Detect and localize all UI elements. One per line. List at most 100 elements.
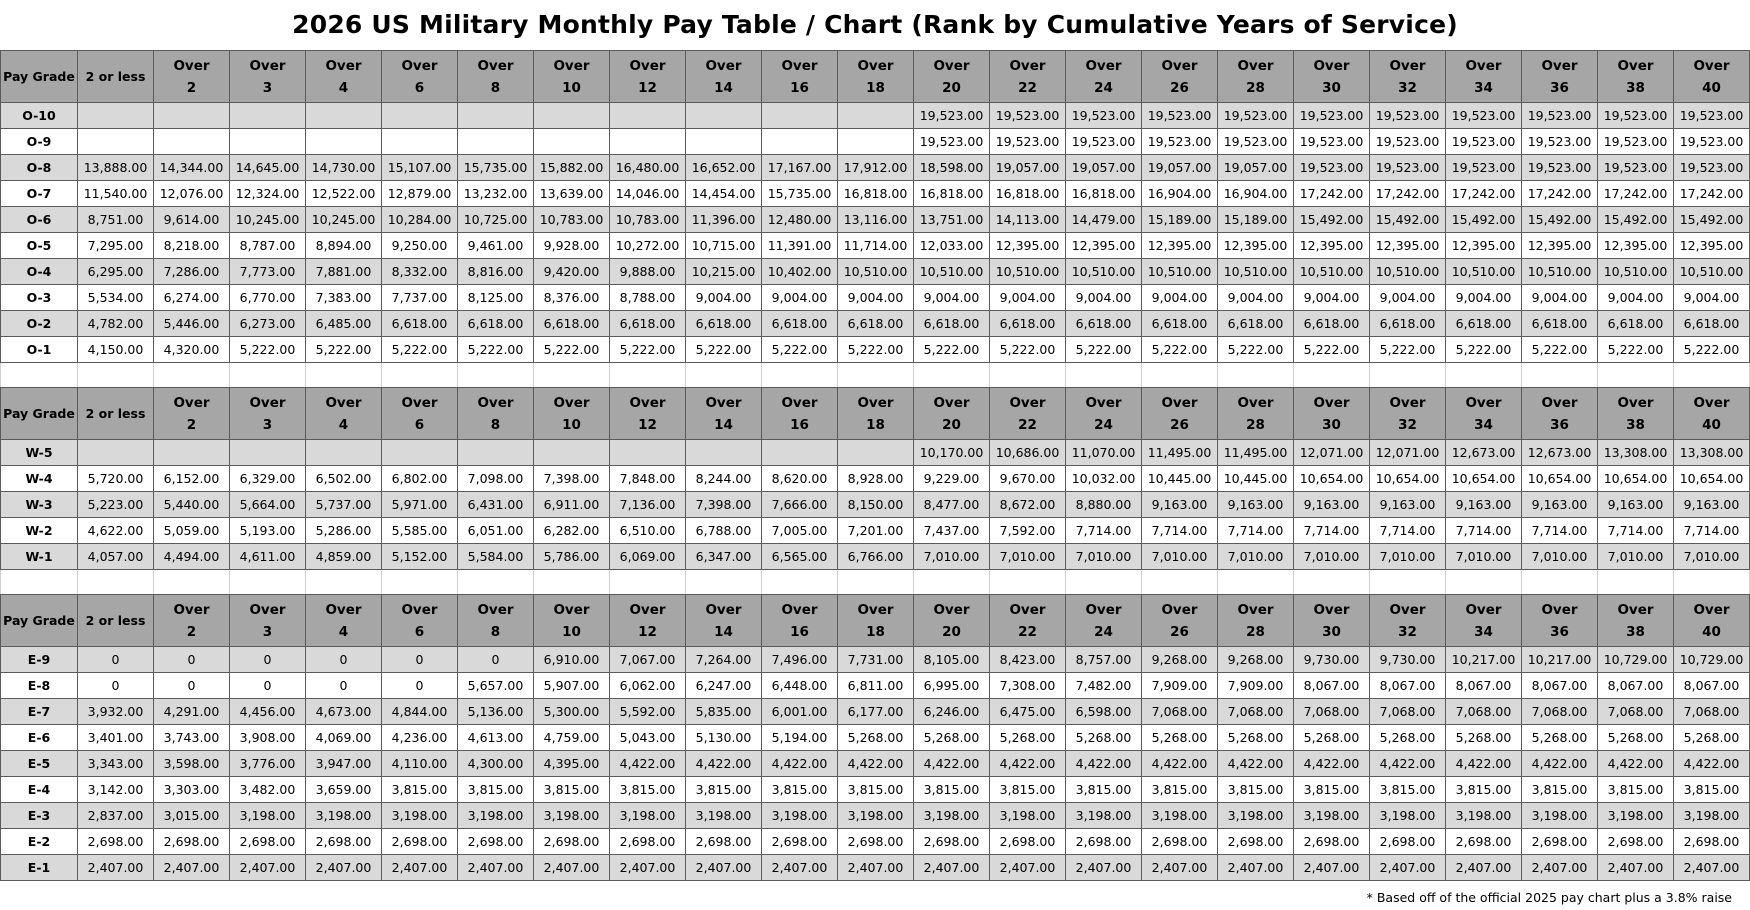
col-header-years: 12 [638,623,657,640]
pay-value-cell: 6,811.00 [837,672,914,699]
col-header-over-label: Over [477,57,514,74]
pay-value-cell: 9,004.00 [837,284,914,311]
pay-value-cell: 2,407.00 [685,854,762,881]
col-header-pay-grade: Pay Grade [0,594,78,647]
pay-value-cell: 7,714.00 [1293,517,1370,544]
pay-value-cell: 3,815.00 [989,776,1066,803]
col-header-years: 2 [186,79,197,96]
col-header-years: 40 [1702,623,1721,640]
pay-value-cell: 10,510.00 [1445,258,1522,285]
col-header-over-24: Over 24 [1065,50,1142,103]
col-header-over-label: Over [1465,57,1502,74]
spacer-cell [1597,569,1674,595]
pay-value-cell: 5,592.00 [609,698,686,725]
col-header-over-40: Over 40 [1673,594,1750,647]
pay-value-cell: 2,698.00 [913,828,990,855]
col-header-years: 4 [338,623,349,640]
pay-value-cell [837,102,914,129]
pay-value-cell: 2,407.00 [913,854,990,881]
pay-value-cell [761,128,838,155]
pay-value-cell: 4,422.00 [1673,750,1750,777]
pay-value-cell [229,439,306,466]
pay-value-cell: 7,848.00 [609,465,686,492]
pay-value-cell: 14,113.00 [989,206,1066,233]
col-header-over-label: Over [1465,394,1502,411]
table-row-e-2: E-2 2,698.00 2,698.00 2,698.00 2,698.00 2,698… [0,828,1750,855]
pay-value-cell: 7,909.00 [1217,672,1294,699]
pay-value-cell: 6,051.00 [457,517,534,544]
pay-value-cell: 3,198.00 [1445,802,1522,829]
col-header-over-label: Over [1161,394,1198,411]
pay-value-cell: 3,198.00 [609,802,686,829]
pay-value-cell: 9,004.00 [1217,284,1294,311]
spacer-cell [77,362,154,388]
table-row-w-1: W-1 4,057.00 4,494.00 4,611.00 4,859.00 5,152… [0,543,1750,570]
spacer-cell [1673,569,1750,595]
pay-value-cell: 8,067.00 [1597,672,1674,699]
pay-value-cell: 7,496.00 [761,646,838,673]
pay-value-cell: 12,395.00 [989,232,1066,259]
pay-value-cell: 7,714.00 [1597,517,1674,544]
pay-value-cell: 11,396.00 [685,206,762,233]
pay-value-cell: 10,510.00 [1673,258,1750,285]
pay-grade-cell: E-2 [0,828,78,855]
pay-value-cell: 4,422.00 [1369,750,1446,777]
pay-value-cell: 2,407.00 [457,854,534,881]
pay-value-cell: 3,815.00 [1217,776,1294,803]
col-header-over-label: Over [1237,601,1274,618]
pay-value-cell: 7,714.00 [1141,517,1218,544]
pay-value-cell: 3,198.00 [761,802,838,829]
pay-grade-cell: E-7 [0,698,78,725]
col-header-over-28: Over 28 [1217,387,1294,440]
pay-value-cell [153,128,230,155]
table-row-o-9: O-9 19,523.00 19,523.00 19,523.00 19,523.00 1… [0,128,1750,155]
pay-value-cell: 3,198.00 [1217,802,1294,829]
pay-value-cell: 6,910.00 [533,646,610,673]
pay-value-cell: 9,730.00 [1369,646,1446,673]
pay-value-cell: 2,698.00 [1369,828,1446,855]
col-header-over-26: Over 26 [1141,594,1218,647]
pay-value-cell: 10,783.00 [609,206,686,233]
pay-value-cell: 6,618.00 [1293,310,1370,337]
col-header-years: 34 [1474,79,1493,96]
col-header-over-label: Over [1237,57,1274,74]
col-header-over-12: Over 12 [609,50,686,103]
pay-value-cell: 7,010.00 [1217,543,1294,570]
pay-value-cell: 5,043.00 [609,724,686,751]
col-header-years: 30 [1322,79,1341,96]
pay-value-cell: 8,332.00 [381,258,458,285]
section-spacer [0,569,1750,595]
pay-value-cell: 2,407.00 [1597,854,1674,881]
spacer-cell [381,569,458,595]
pay-value-cell: 19,523.00 [1065,102,1142,129]
pay-value-cell: 8,067.00 [1369,672,1446,699]
pay-value-cell: 19,523.00 [1369,154,1446,181]
pay-value-cell: 19,523.00 [1293,128,1370,155]
col-header-over-label: Over [781,57,818,74]
pay-value-cell: 12,071.00 [1293,439,1370,466]
pay-value-cell: 7,737.00 [381,284,458,311]
col-header-over-label: Over [1617,394,1654,411]
pay-value-cell: 16,904.00 [1217,180,1294,207]
pay-value-cell: 6,001.00 [761,698,838,725]
pay-value-cell: 4,456.00 [229,698,306,725]
col-header-2-or-less: 2 or less [77,50,154,103]
pay-value-cell: 4,291.00 [153,698,230,725]
pay-value-cell: 4,422.00 [837,750,914,777]
col-header-years: 40 [1702,79,1721,96]
col-header-over-26: Over 26 [1141,50,1218,103]
pay-value-cell: 13,116.00 [837,206,914,233]
col-header-over-38: Over 38 [1597,594,1674,647]
col-header-over-label: Over [1085,601,1122,618]
pay-grade-cell: E-9 [0,646,78,673]
col-header-years: 22 [1018,416,1037,433]
pay-value-cell: 9,420.00 [533,258,610,285]
col-header-over-label: Over [1617,57,1654,74]
pay-value-cell: 8,477.00 [913,491,990,518]
pay-value-cell [457,102,534,129]
pay-value-cell: 3,815.00 [1141,776,1218,803]
pay-value-cell [685,128,762,155]
pay-value-cell: 3,198.00 [1293,802,1370,829]
spacer-cell [381,362,458,388]
pay-value-cell: 6,177.00 [837,698,914,725]
